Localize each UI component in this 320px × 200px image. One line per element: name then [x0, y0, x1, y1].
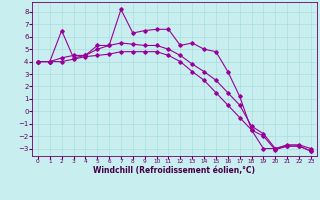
X-axis label: Windchill (Refroidissement éolien,°C): Windchill (Refroidissement éolien,°C): [93, 166, 255, 175]
